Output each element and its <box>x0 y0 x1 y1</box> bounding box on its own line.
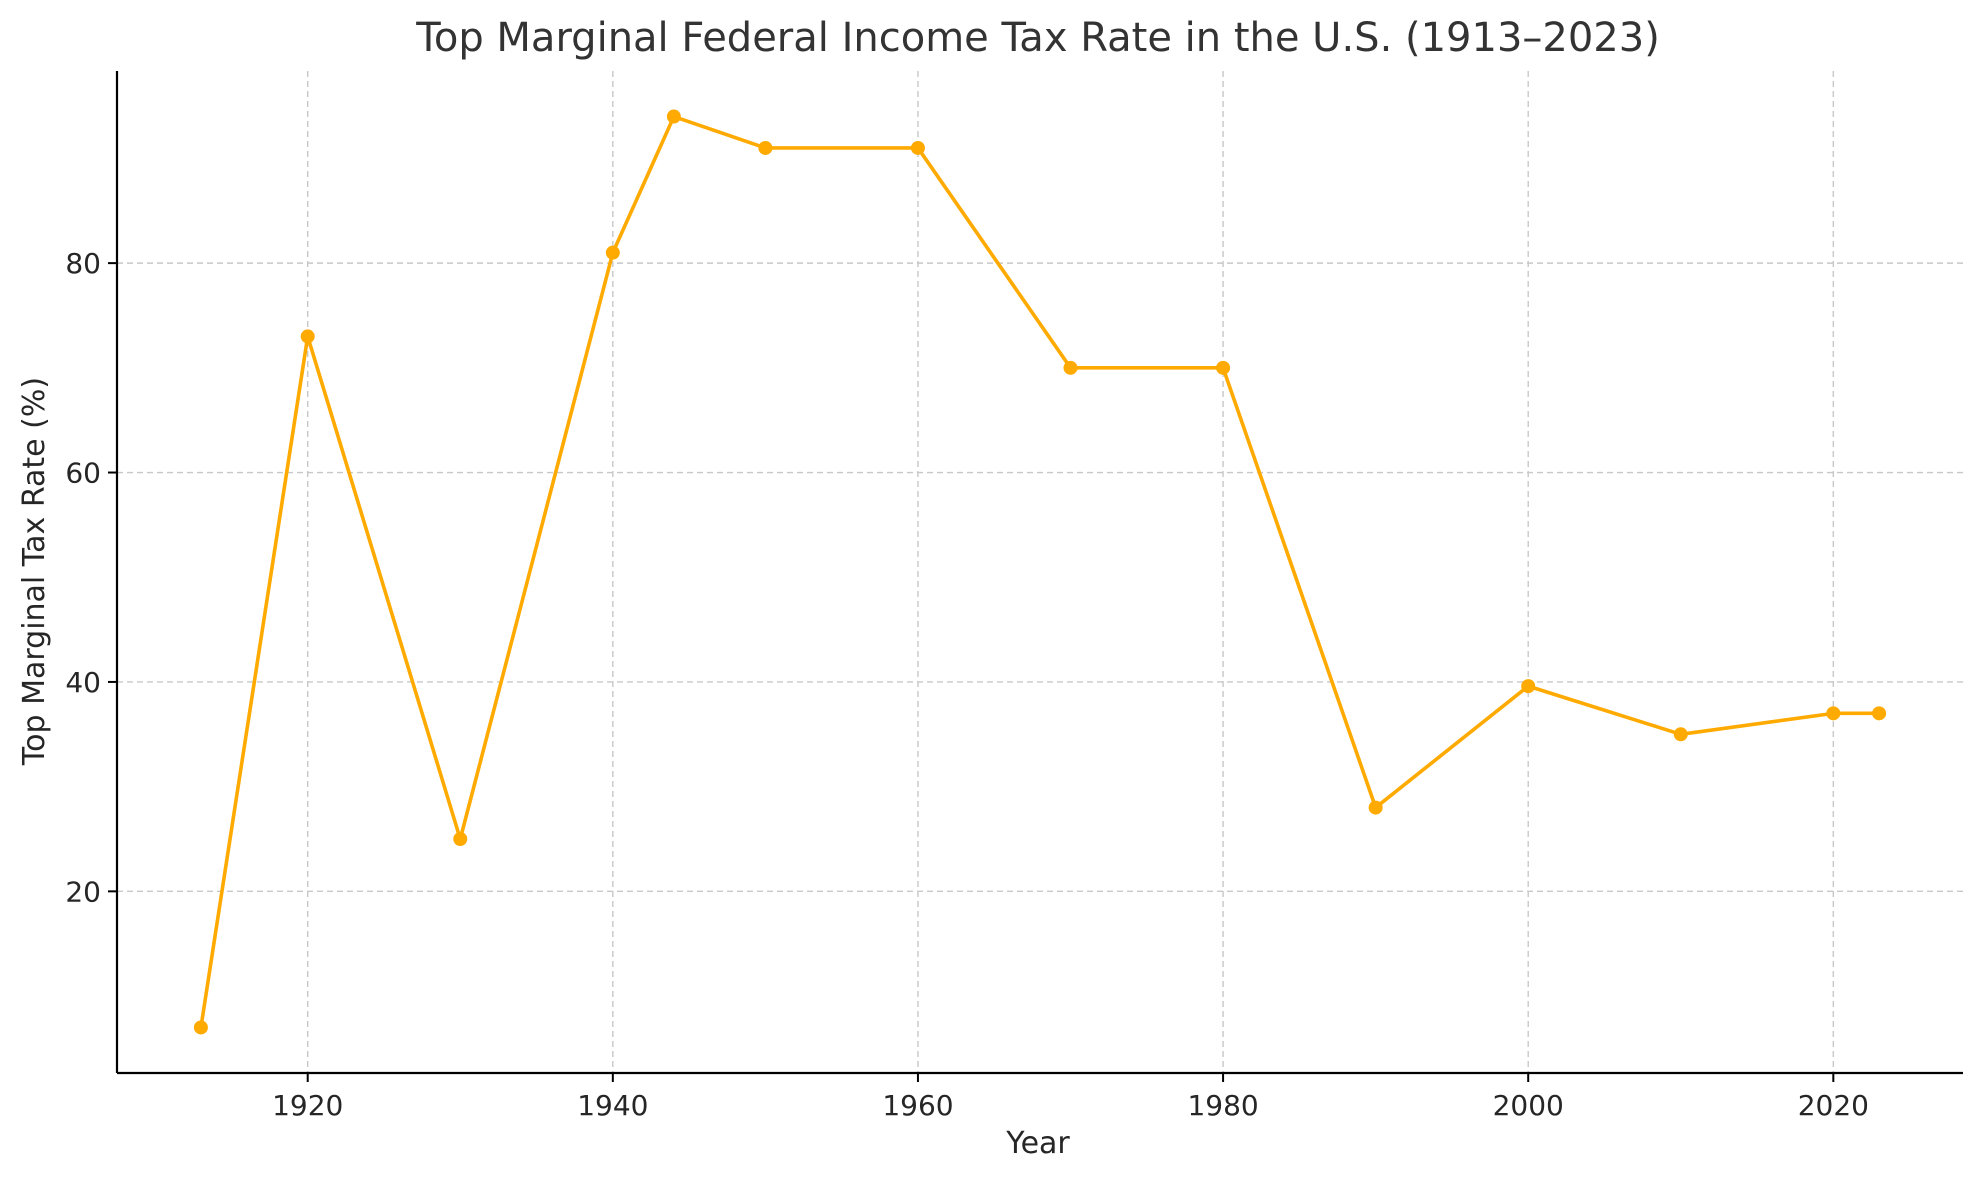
y-tick-label: 40 <box>65 666 101 699</box>
data-point-marker <box>1063 360 1078 375</box>
data-point-marker <box>1368 800 1383 815</box>
data-point-marker <box>758 140 773 155</box>
grid <box>117 71 1963 1073</box>
data-point-marker <box>193 1020 208 1035</box>
data-point-marker <box>1872 706 1887 721</box>
data-point-marker <box>1673 727 1688 742</box>
series <box>193 109 1887 1035</box>
x-tick-label: 2020 <box>1798 1089 1869 1122</box>
series-line <box>199 114 1881 1030</box>
data-point-marker <box>1521 679 1536 694</box>
axes <box>115 71 1963 1075</box>
data-point-marker <box>666 109 681 124</box>
y-tick-label: 20 <box>65 875 101 908</box>
data-point-marker <box>453 831 468 846</box>
data-point-marker <box>300 329 315 344</box>
x-tick-label: 2000 <box>1493 1089 1564 1122</box>
y-tick-label: 80 <box>65 247 101 280</box>
data-point-marker <box>910 140 925 155</box>
y-tick-label: 60 <box>65 457 101 490</box>
y-axis-label: Top Marginal Tax Rate (%) <box>17 377 52 766</box>
x-tick-label: 1940 <box>577 1089 648 1122</box>
data-point-marker <box>1826 706 1841 721</box>
x-tick-label: 1960 <box>882 1089 953 1122</box>
chart-title: Top Marginal Federal Income Tax Rate in … <box>415 15 1660 61</box>
x-tick-label: 1980 <box>1187 1089 1258 1122</box>
x-axis-label: Year <box>1005 1126 1070 1161</box>
data-point-marker <box>605 245 620 260</box>
data-point-marker <box>1216 360 1231 375</box>
x-tick-label: 1920 <box>272 1089 343 1122</box>
